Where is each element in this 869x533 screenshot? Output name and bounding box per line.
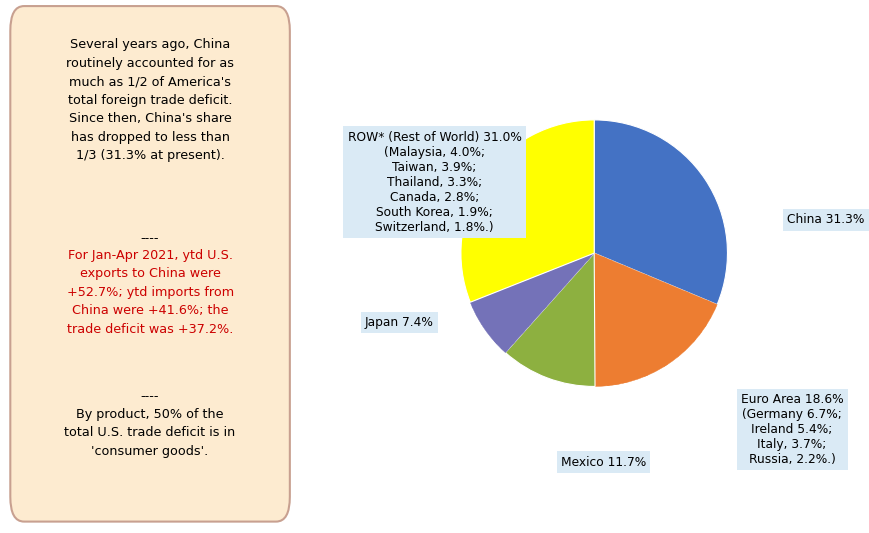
Wedge shape (594, 253, 716, 386)
Wedge shape (505, 253, 594, 386)
Wedge shape (594, 120, 726, 304)
Text: ----: ---- (141, 232, 159, 245)
FancyBboxPatch shape (10, 6, 289, 522)
Text: China 31.3%: China 31.3% (786, 213, 864, 227)
Wedge shape (461, 120, 594, 302)
Text: For Jan-Apr 2021, ytd U.S.
exports to China were
+52.7%; ytd imports from
China : For Jan-Apr 2021, ytd U.S. exports to Ch… (66, 249, 234, 336)
Wedge shape (470, 253, 594, 353)
Text: Euro Area 18.6%
(Germany 6.7%;
Ireland 5.4%;
Italy, 3.7%;
Russia, 2.2%.): Euro Area 18.6% (Germany 6.7%; Ireland 5… (740, 393, 842, 466)
Text: Several years ago, China
routinely accounted for as
much as 1/2 of America's
tot: Several years ago, China routinely accou… (66, 38, 234, 162)
Text: Japan 7.4%: Japan 7.4% (364, 316, 434, 329)
Text: ----: ---- (141, 390, 159, 403)
Text: Mexico 11.7%: Mexico 11.7% (561, 456, 646, 469)
Text: ROW* (Rest of World) 31.0%
(Malaysia, 4.0%;
Taiwan, 3.9%;
Thailand, 3.3%;
Canada: ROW* (Rest of World) 31.0% (Malaysia, 4.… (348, 131, 521, 233)
Text: By product, 50% of the
total U.S. trade deficit is in
'consumer goods'.: By product, 50% of the total U.S. trade … (64, 408, 235, 458)
